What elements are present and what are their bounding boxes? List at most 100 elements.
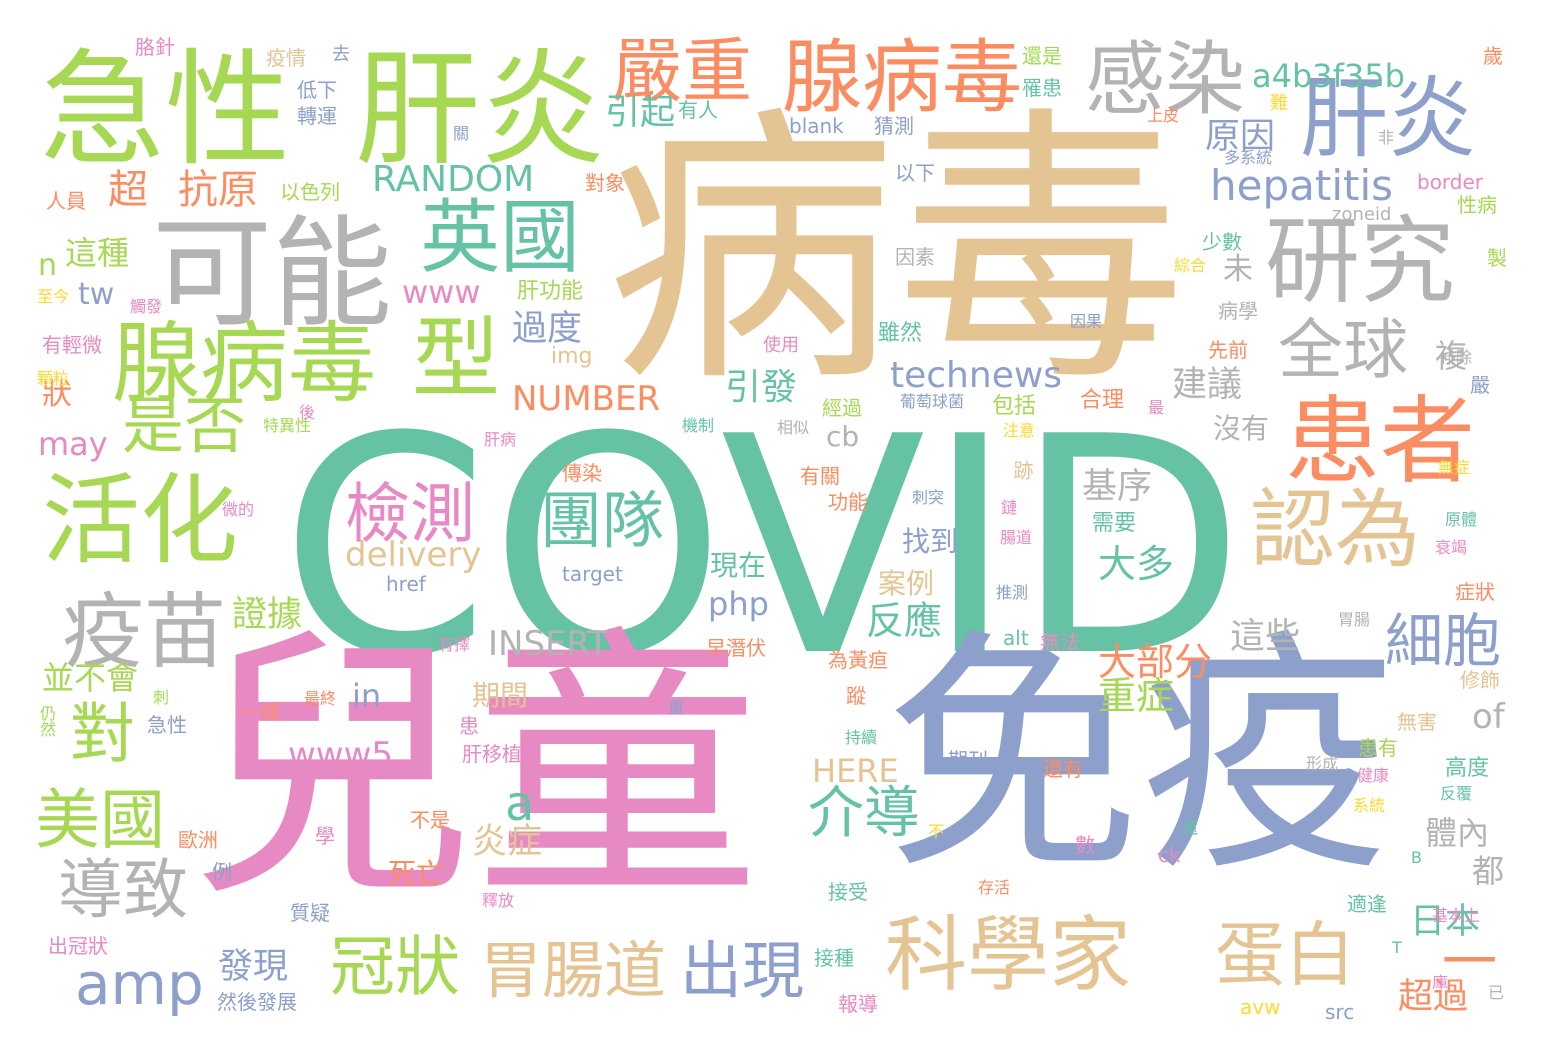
cloud-word: NUMBER <box>512 379 661 419</box>
cloud-word: 葡萄球菌 <box>900 392 965 411</box>
cloud-word: 嚴 <box>1470 373 1490 397</box>
cloud-word: 英國 <box>420 191 580 284</box>
cloud-word: 微的 <box>222 500 255 519</box>
cloud-word: 例 <box>212 860 232 884</box>
cloud-word: 修飾 <box>1460 668 1500 692</box>
cloud-word: 原因 <box>1205 117 1276 157</box>
cloud-word: 形成 <box>1306 754 1339 773</box>
cloud-word: 活化 <box>42 464 239 578</box>
cloud-word: 案例 <box>878 567 935 600</box>
cloud-word: B <box>1411 848 1422 867</box>
cloud-word: 包括 <box>992 394 1037 419</box>
cloud-word: 接受 <box>828 880 868 904</box>
cloud-word: 需要 <box>1092 511 1137 536</box>
cloud-word: 轉運 <box>297 104 337 128</box>
cloud-word: 胳針 <box>135 35 175 59</box>
cloud-word: 對 <box>70 697 136 772</box>
cloud-word: 科學家 <box>885 908 1132 1003</box>
cloud-word: 找到 <box>902 525 959 558</box>
cloud-word: 至今 <box>37 287 70 306</box>
cloud-word: COVID <box>280 373 1246 722</box>
cloud-word: 早潛伏 <box>706 636 766 660</box>
cloud-word: 已 <box>1488 983 1505 1002</box>
cloud-word: 這些 <box>1230 617 1301 657</box>
cloud-word: 低下 <box>297 78 337 102</box>
cloud-word: 出現 <box>680 934 805 1007</box>
cloud-word: 重 <box>668 698 685 717</box>
cloud-word: 有擇 <box>438 635 471 654</box>
cloud-word: amp <box>75 950 204 1018</box>
cloud-word: 刺突 <box>912 488 945 507</box>
cloud-word: avw <box>1240 995 1281 1019</box>
cloud-word: 最 <box>1148 398 1165 417</box>
cloud-word: 基本上 <box>1432 906 1481 925</box>
cloud-word: 非 <box>1378 128 1395 147</box>
cloud-word: 有人 <box>678 98 718 122</box>
cloud-word: delivery <box>345 535 482 575</box>
cloud-word: 後 <box>299 403 316 422</box>
cloud-word: 高度 <box>1445 756 1490 781</box>
cloud-word: 肝炎 <box>1300 67 1477 170</box>
cloud-word: 因素 <box>895 245 935 269</box>
cloud-word: 介導 <box>808 781 920 846</box>
cloud-word: 關 <box>453 124 470 143</box>
cloud-word: img <box>551 344 593 369</box>
cloud-word: www5 <box>288 735 394 775</box>
cloud-word: src <box>1325 1000 1355 1024</box>
cloud-word: 肝炎 <box>355 38 605 183</box>
cloud-word: 導致 <box>58 853 189 928</box>
cloud-word: 難 <box>1270 93 1288 114</box>
cloud-word: 歲 <box>1483 44 1503 68</box>
cloud-word: 少數 <box>1202 230 1242 254</box>
cloud-word: 病學 <box>1218 299 1258 323</box>
cloud-word: 觸發 <box>130 297 163 316</box>
cloud-word: 反應 <box>866 599 943 643</box>
cloud-word: 性病 <box>1457 193 1497 217</box>
cloud-word: 團隊 <box>540 484 665 557</box>
cloud-word: 炎症 <box>472 822 543 862</box>
cloud-word: 上皮 <box>1147 106 1180 125</box>
cloud-word: 原體 <box>1445 510 1478 529</box>
cloud-word: 複 <box>1435 337 1468 375</box>
cloud-word: T <box>1392 938 1402 957</box>
cloud-word: 疫苗 <box>62 585 227 680</box>
cloud-word: 蛋白 <box>1215 914 1355 996</box>
cloud-word: 仍然 <box>37 705 56 737</box>
cloud-word: www <box>402 273 481 311</box>
cloud-word: 以下 <box>895 161 935 185</box>
cloud-word: 檢測 <box>345 477 476 552</box>
cloud-word: 患有 <box>1358 736 1398 760</box>
cloud-word: 毒素 <box>532 698 565 717</box>
cloud-word: 猜測 <box>874 114 914 138</box>
cloud-word: 嚴重 <box>612 30 752 112</box>
cloud-word: 這種 <box>65 234 130 272</box>
cloud-word: 機制 <box>682 416 715 435</box>
cloud-word: 細胞 <box>1385 607 1502 675</box>
cloud-word: 建議 <box>1172 365 1243 405</box>
cloud-word: 還有 <box>1043 757 1083 781</box>
cloud-word: 出冠狀 <box>48 934 108 958</box>
cloud-word: blank <box>789 114 844 138</box>
cloud-word: 胃腸 <box>1338 610 1371 629</box>
cloud-word: 數 <box>1075 833 1095 857</box>
cloud-word: 持續 <box>845 728 878 747</box>
cloud-word: 注意 <box>1003 421 1036 440</box>
cloud-word: 接種 <box>814 946 854 970</box>
cloud-word: in <box>352 677 382 715</box>
cloud-word: 引起 <box>605 93 676 133</box>
cloud-word: alt <box>1003 626 1029 650</box>
cloud-word: 經過 <box>822 396 862 420</box>
cloud-word: 期刊 <box>948 748 988 772</box>
cloud-word: 有輕微 <box>42 333 102 357</box>
cloud-word: 使用 <box>763 335 799 356</box>
cloud-word: 超過 <box>1398 977 1469 1017</box>
cloud-word: target <box>562 562 623 586</box>
cloud-word: 大多 <box>1098 542 1175 586</box>
cloud-word: 患者 <box>1285 387 1476 497</box>
cloud-word: 不 <box>928 822 945 841</box>
cloud-word: 證據 <box>232 595 303 635</box>
cloud-word: 疫情 <box>266 46 306 70</box>
cloud-word: 特異性 <box>263 416 312 435</box>
cloud-word: 認為 <box>1250 481 1421 580</box>
cloud-word: php <box>708 585 769 623</box>
